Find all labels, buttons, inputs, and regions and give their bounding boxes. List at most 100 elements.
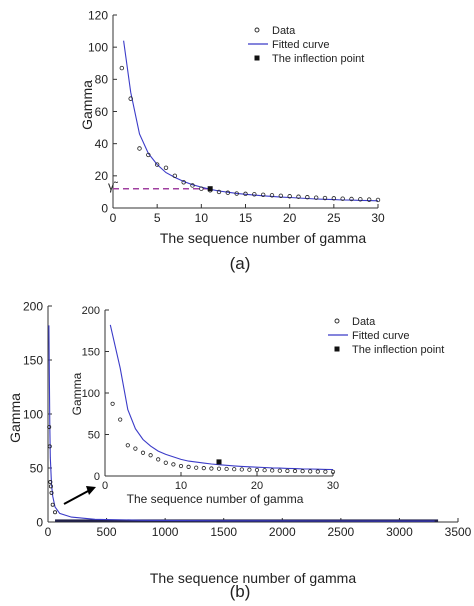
panel-a-data-point <box>128 96 133 101</box>
panel-b-data-point <box>47 444 52 449</box>
panel-a-x-tick-label: 20 <box>283 211 297 225</box>
panel-a-data-point <box>278 193 284 198</box>
panel-a-data-point <box>296 194 301 199</box>
panel-a-data-point <box>358 197 363 202</box>
inset-data-point <box>270 468 275 473</box>
panel-b-x-tick-label: 3500 <box>445 525 472 539</box>
inset-inflection-point <box>216 459 222 465</box>
panel-a-data-point <box>181 180 186 185</box>
panel-a-y-tick-label: 40 <box>95 137 109 151</box>
inset-data-point <box>209 466 214 471</box>
panel-a-x-tick-label: 30 <box>371 211 385 225</box>
inset-y-axis-label: Gamma <box>70 372 84 415</box>
panel-a-x-axis-label: The sequence number of gamma <box>160 230 366 246</box>
panel-a-data-point <box>252 192 257 197</box>
panel-a-y-tick-label: 80 <box>95 73 109 87</box>
panel-a-legend-fit-label: Fitted curve <box>272 39 329 51</box>
inset-y-tick-label: 100 <box>82 388 100 400</box>
panel-b-data-point <box>48 480 53 485</box>
inset-legend-data-symbol <box>334 318 340 324</box>
inset-data-point <box>148 453 153 458</box>
panel-a-data-point <box>260 192 266 198</box>
panel-a-y-tick-label: 0 <box>101 201 108 215</box>
panel-a-data-point <box>172 173 178 179</box>
panel-b-y-tick-label: 50 <box>30 461 44 475</box>
panel-a-data-point <box>163 165 169 170</box>
inset-data-point <box>308 469 313 474</box>
panel-b-data-point <box>53 510 58 515</box>
inset-data-point <box>232 467 237 472</box>
inset-data-point <box>224 466 229 472</box>
panel-a-legend-data-label: Data <box>272 25 296 37</box>
panel-a-gamma-tilde-label: γ̃ <box>108 179 119 193</box>
panel-b-x-tick-label: 0 <box>45 525 52 539</box>
panel-a-y-tick-label: 20 <box>95 169 109 183</box>
inset-data-point <box>247 467 252 472</box>
panel-a-y-tick-label: 120 <box>88 8 108 22</box>
panel-a-data-point <box>225 190 231 195</box>
inset-data-point <box>239 467 244 472</box>
panel-b-y-axis-label: Gamma <box>7 393 23 443</box>
panel-a-data-point <box>375 197 381 203</box>
panel-a-inflection-point <box>207 186 213 192</box>
panel-b-x-axis-label: The sequence number of gamma <box>150 570 356 586</box>
panel-a-data-point <box>199 186 204 191</box>
panel-b-y-tick-label: 200 <box>23 299 43 313</box>
panel-a-y-tick-label: 100 <box>88 40 108 54</box>
panel-a-label: (a) <box>230 254 251 273</box>
panel-a-data-point <box>119 65 125 71</box>
panel-a-data-point <box>269 193 275 198</box>
panel-a-x-tick-label: 25 <box>327 211 341 225</box>
panel-a-data-point <box>349 196 354 202</box>
inset-legend-data-label: Data <box>352 316 376 328</box>
inset-data-point <box>163 460 168 465</box>
inset-data-point <box>323 469 328 474</box>
inset-data-point <box>186 464 191 469</box>
panel-a-data-point <box>154 162 160 167</box>
inset-data-point <box>194 465 199 470</box>
panel-a-data-point <box>146 152 151 158</box>
zoom-arrow-head <box>86 486 96 495</box>
inset-data-point <box>140 450 146 455</box>
panel-a-data-point <box>216 189 222 195</box>
inset-chart: 0 10 20 30 0 50 100 150 200 Data Fitted curve The i… <box>82 305 445 492</box>
inset-data-point <box>118 417 123 422</box>
panel-a-data-point <box>322 195 328 201</box>
inset-data-point <box>330 469 336 474</box>
panel-b-y-tick-label: 150 <box>23 353 43 367</box>
panel-a-data-point <box>313 195 319 200</box>
panel-b-x-tick-label: 3000 <box>386 525 413 539</box>
inset-x-tick-label: 30 <box>327 480 339 492</box>
panel-b-x-tick-label: 2500 <box>328 525 355 539</box>
panel-b-data-point <box>49 490 54 495</box>
panel-b-x-tick-label: 2000 <box>269 525 296 539</box>
panel-b-y-tick-label: 100 <box>23 407 43 421</box>
inset-data-point <box>178 463 184 469</box>
panel-a-data-point <box>243 191 248 197</box>
panel-a-legend-inflection-label: The inflection point <box>272 53 364 65</box>
inset-data-point <box>277 468 282 473</box>
panel-b-fitted-curve <box>48 325 435 522</box>
inset-data-point <box>171 462 176 467</box>
panel-a-x-tick-label: 5 <box>154 211 161 225</box>
inset-legend-inflection-symbol <box>334 346 340 352</box>
inset-legend-inflection-label: The inflection point <box>352 344 444 356</box>
panel-b-x-tick-label: 1000 <box>152 525 179 539</box>
inset-data-point <box>125 443 130 448</box>
panel-a-data-point <box>287 194 292 199</box>
panel-b-data-point <box>48 484 53 489</box>
panel-b-data-point <box>50 502 55 507</box>
inset-data-point <box>216 466 222 471</box>
panel-b-data-point <box>47 424 52 429</box>
inset-data-point <box>133 446 138 451</box>
inset-x-tick-label: 20 <box>251 480 263 492</box>
inset-data-point <box>300 469 305 474</box>
panel-a-data-point <box>331 196 337 201</box>
panel-a-data-point <box>305 195 310 200</box>
panel-a-data-point <box>137 146 142 151</box>
inset-data-point <box>254 467 260 473</box>
panel-b-y-tick-label: 0 <box>36 515 43 529</box>
panel-a-data-point <box>340 196 345 201</box>
panel-b-label: (b) <box>230 582 251 601</box>
